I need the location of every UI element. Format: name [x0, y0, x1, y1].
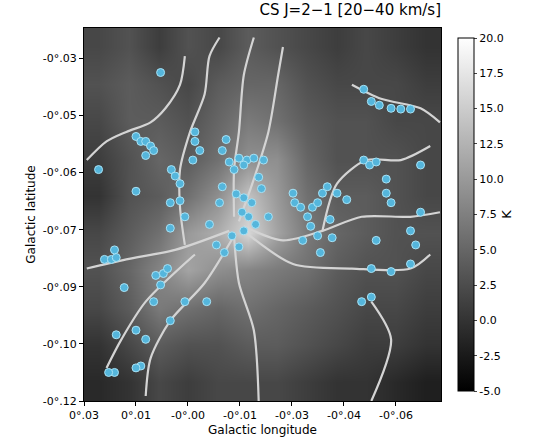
svg-text:2.5: 2.5: [479, 279, 497, 292]
svg-text:-0°.06: -0°.06: [379, 409, 413, 422]
svg-text:K: K: [499, 210, 514, 219]
svg-text:Galactic longitude: Galactic longitude: [208, 423, 317, 437]
svg-text:-0°.03: -0°.03: [43, 52, 77, 65]
svg-text:7.5: 7.5: [479, 208, 497, 221]
svg-text:-0°.09: -0°.09: [43, 281, 77, 294]
svg-text:0.0: 0.0: [479, 314, 497, 327]
svg-text:15.0: 15.0: [479, 102, 504, 115]
svg-text:-0°.04: -0°.04: [327, 409, 361, 422]
svg-text:-0°.12: -0°.12: [43, 395, 77, 408]
svg-text:-0°.05: -0°.05: [43, 109, 77, 122]
svg-text:-0°.01: -0°.01: [223, 409, 257, 422]
svg-text:17.5: 17.5: [479, 67, 504, 80]
svg-text:20.0: 20.0: [479, 32, 504, 45]
svg-text:5.0: 5.0: [479, 244, 497, 257]
svg-text:12.5: 12.5: [479, 138, 504, 151]
svg-text:CS J=2−1 [20−40 km/s]: CS J=2−1 [20−40 km/s]: [259, 1, 441, 19]
svg-text:10.0: 10.0: [479, 173, 504, 186]
svg-text:Galactic latitude: Galactic latitude: [24, 165, 38, 263]
svg-text:-2.5: -2.5: [479, 350, 500, 363]
svg-text:-0°.00: -0°.00: [171, 409, 205, 422]
svg-text:-0°.03: -0°.03: [275, 409, 309, 422]
svg-text:-0°.06: -0°.06: [43, 166, 77, 179]
svg-text:-0°.10: -0°.10: [43, 338, 77, 351]
svg-text:0°.03: 0°.03: [69, 409, 99, 422]
svg-text:0°.01: 0°.01: [121, 409, 151, 422]
svg-text:-0°.07: -0°.07: [43, 224, 77, 237]
svg-text:-5.0: -5.0: [479, 385, 500, 398]
